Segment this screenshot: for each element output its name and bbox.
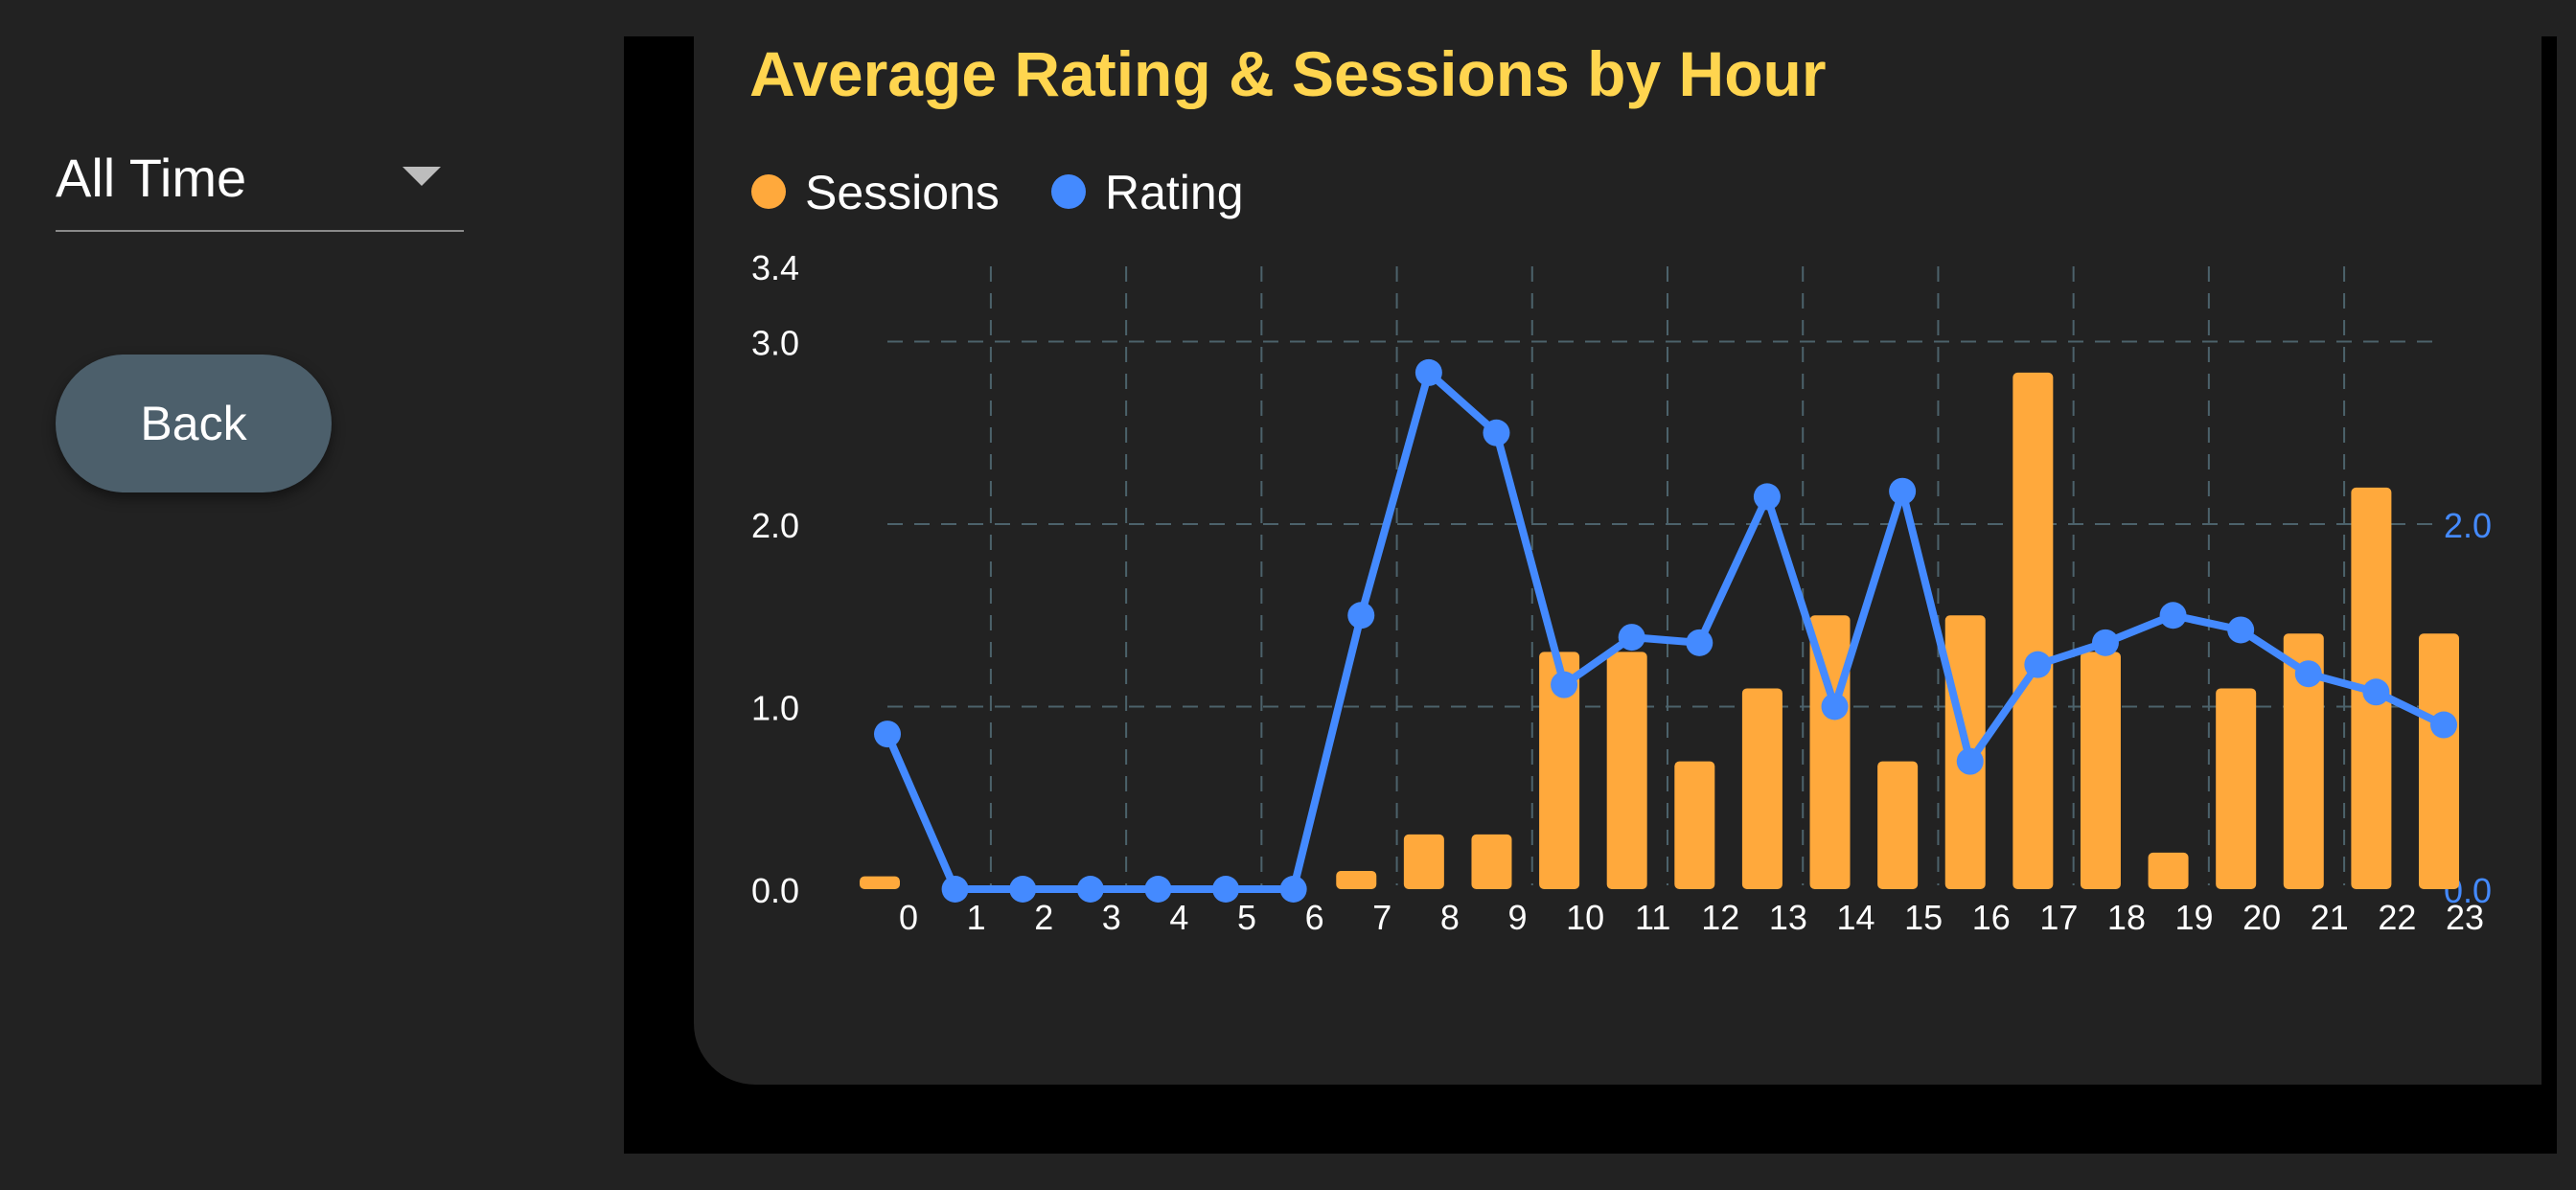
x-tick-label: 21 bbox=[2311, 898, 2349, 937]
x-tick-label: 11 bbox=[1635, 898, 1670, 937]
point-rating-13 bbox=[1753, 483, 1781, 511]
x-tick-label: 16 bbox=[1972, 898, 2011, 937]
point-rating-22 bbox=[2362, 678, 2390, 706]
x-tick-label: 12 bbox=[1701, 898, 1739, 937]
point-rating-3 bbox=[1076, 876, 1104, 903]
x-tick-label: 23 bbox=[2446, 898, 2484, 937]
legend-sessions-marker bbox=[751, 174, 786, 209]
point-rating-9 bbox=[1483, 419, 1510, 446]
chevron-down-icon bbox=[402, 167, 441, 186]
point-rating-4 bbox=[1144, 876, 1172, 903]
point-rating-12 bbox=[1686, 629, 1714, 656]
point-rating-8 bbox=[1414, 358, 1442, 386]
bar-sessions-12 bbox=[1674, 761, 1715, 889]
x-tick-label: 3 bbox=[1102, 898, 1121, 937]
x-tick-label: 4 bbox=[1169, 898, 1188, 937]
x-tick-label: 22 bbox=[2378, 898, 2416, 937]
bar-sessions-21 bbox=[2283, 633, 2324, 889]
point-rating-19 bbox=[2159, 602, 2187, 629]
point-rating-14 bbox=[1821, 693, 1849, 721]
bar-sessions-11 bbox=[1606, 652, 1647, 889]
y-left-tick-label: 2.0 bbox=[751, 506, 799, 545]
bar-sessions-18 bbox=[2080, 652, 2121, 889]
bar-sessions-8 bbox=[1403, 834, 1444, 889]
point-rating-5 bbox=[1212, 876, 1240, 903]
x-tick-label: 13 bbox=[1769, 898, 1807, 937]
x-tick-label: 0 bbox=[899, 898, 918, 937]
point-rating-10 bbox=[1551, 671, 1578, 698]
point-rating-2 bbox=[1009, 876, 1037, 903]
point-rating-18 bbox=[2091, 629, 2119, 656]
point-rating-20 bbox=[2227, 616, 2255, 644]
period-dropdown[interactable]: All Time bbox=[56, 134, 464, 232]
period-dropdown-value: All Time bbox=[56, 148, 247, 208]
point-rating-15 bbox=[1889, 477, 1917, 505]
y-right-tick-label: 2.0 bbox=[2444, 506, 2492, 545]
y-left-tick-label: 3.4 bbox=[751, 248, 799, 287]
point-rating-1 bbox=[941, 876, 969, 903]
line-rating bbox=[884, 368, 2446, 893]
x-tick-label: 1 bbox=[967, 898, 986, 937]
x-tick-label: 15 bbox=[1904, 898, 1943, 937]
legend-rating-label: Rating bbox=[1105, 166, 1244, 219]
bar-sessions-19 bbox=[2148, 852, 2189, 889]
y-left-tick-label: 3.0 bbox=[751, 324, 799, 363]
x-tick-label: 9 bbox=[1507, 898, 1527, 937]
x-tick-label: 6 bbox=[1305, 898, 1324, 937]
bar-sessions-7 bbox=[1336, 870, 1377, 889]
y-left-tick-label: 0.0 bbox=[751, 871, 799, 910]
sidebar: All Time Back bbox=[0, 0, 594, 1190]
x-tick-label: 10 bbox=[1566, 898, 1604, 937]
back-button[interactable]: Back bbox=[56, 355, 332, 492]
point-rating-11 bbox=[1618, 624, 1645, 652]
x-tick-label: 17 bbox=[2039, 898, 2078, 937]
chart-title: Average Rating & Sessions by Hour bbox=[749, 38, 1827, 109]
point-rating-6 bbox=[1279, 876, 1307, 903]
bar-sessions-15 bbox=[1877, 761, 1919, 889]
chart-card bbox=[694, 0, 2542, 1085]
point-rating-23 bbox=[2430, 711, 2457, 739]
point-rating-0 bbox=[874, 721, 901, 748]
x-tick-label: 18 bbox=[2107, 898, 2146, 937]
legend-rating-marker bbox=[1051, 174, 1086, 209]
point-rating-16 bbox=[1956, 747, 1984, 775]
x-tick-label: 19 bbox=[2175, 898, 2214, 937]
bar-sessions-10 bbox=[1539, 652, 1580, 889]
bar-sessions-20 bbox=[2216, 688, 2257, 889]
point-rating-21 bbox=[2294, 660, 2322, 688]
point-rating-7 bbox=[1347, 602, 1375, 629]
legend-sessions-label: Sessions bbox=[805, 166, 1000, 219]
point-rating-17 bbox=[2024, 651, 2052, 678]
x-tick-label: 7 bbox=[1372, 898, 1392, 937]
x-tick-label: 14 bbox=[1836, 898, 1874, 937]
bar-sessions-9 bbox=[1471, 834, 1512, 889]
bar-sessions-17 bbox=[2012, 372, 2054, 889]
x-tick-label: 5 bbox=[1237, 898, 1256, 937]
y-left-tick-label: 1.0 bbox=[751, 689, 799, 728]
bar-sessions-23 bbox=[2419, 633, 2459, 889]
bar-sessions-13 bbox=[1741, 688, 1782, 889]
x-tick-label: 20 bbox=[2242, 898, 2281, 937]
x-tick-label: 2 bbox=[1034, 898, 1053, 937]
x-tick-label: 8 bbox=[1440, 898, 1460, 937]
bar-sessions-0 bbox=[860, 876, 900, 889]
